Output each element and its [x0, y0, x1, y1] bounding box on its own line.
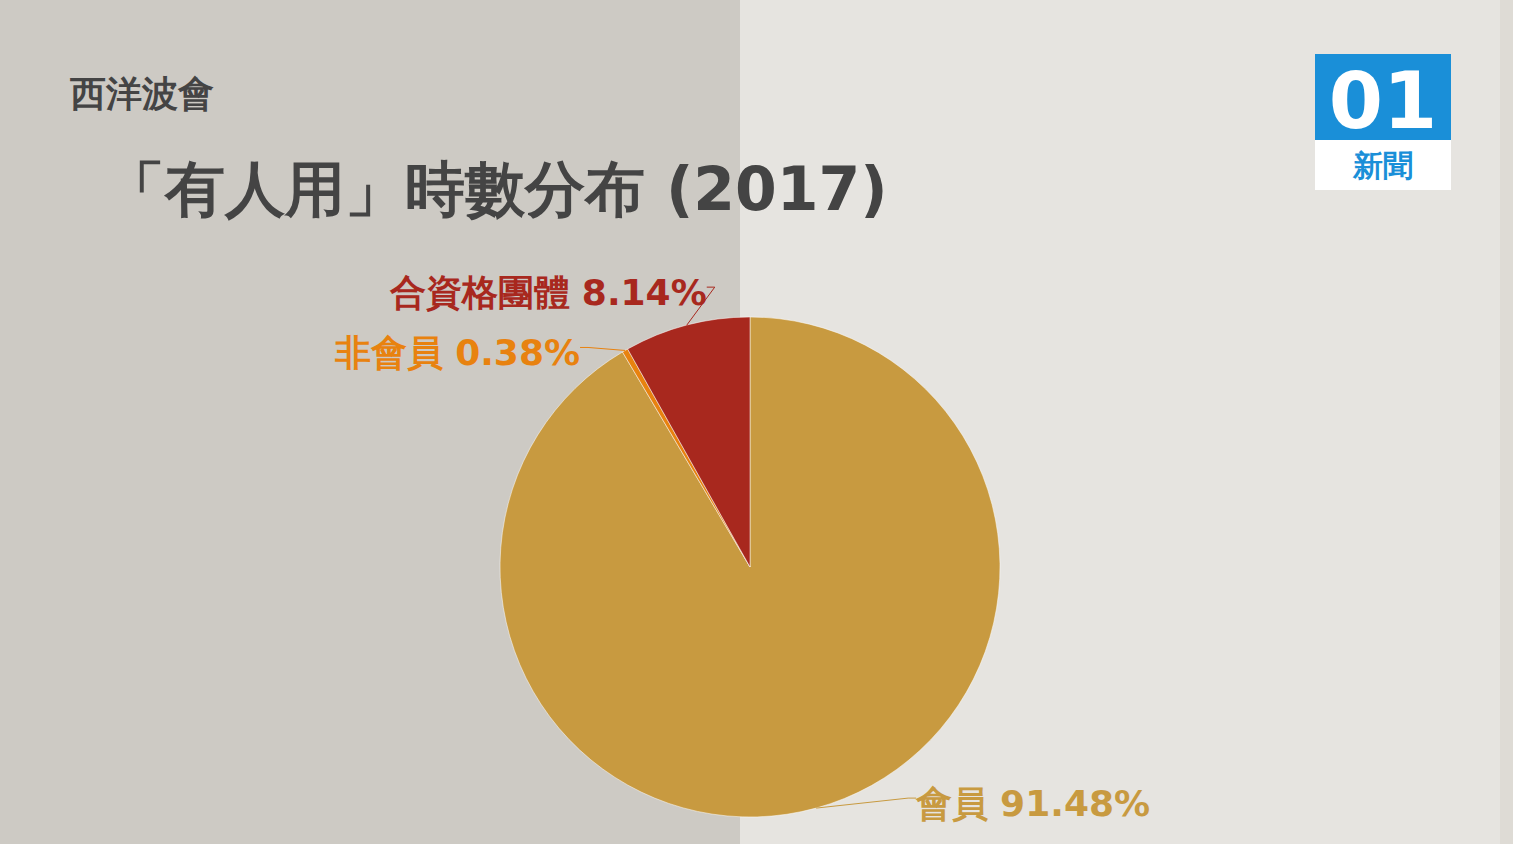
leader-line	[580, 347, 625, 350]
labels: 會員 91.48% 非會員 0.38% 合資格團體 8.14%	[334, 272, 1150, 824]
value-label: 91.48%	[1000, 783, 1150, 824]
logo-caption: 新聞	[1352, 148, 1413, 183]
data-label: 合資格團體 8.14%	[389, 272, 707, 313]
category-label: 非會員	[334, 332, 443, 373]
value-label: 8.14%	[582, 272, 707, 313]
data-label: 會員 91.48%	[915, 783, 1150, 824]
logo-text: 01	[1329, 56, 1438, 146]
logo-box	[1315, 54, 1451, 190]
value-label: 0.38%	[455, 332, 580, 373]
title: 「有人用」時數分布 (2017)	[105, 154, 888, 224]
slice	[500, 317, 1000, 817]
slice	[628, 317, 750, 567]
leader-line	[816, 798, 916, 808]
background	[0, 0, 1513, 844]
subtitle: 西洋波會	[69, 73, 214, 114]
category-label: 合資格團體	[389, 272, 570, 313]
logo: 01新聞	[1315, 54, 1451, 190]
data-label: 非會員 0.38%	[334, 332, 580, 373]
pie	[500, 317, 1000, 817]
category-label: 會員	[915, 783, 988, 824]
chart: 西洋波會「有人用」時數分布 (2017) 01新聞會員 91.48% 非會員 0.38%…	[0, 0, 1513, 844]
